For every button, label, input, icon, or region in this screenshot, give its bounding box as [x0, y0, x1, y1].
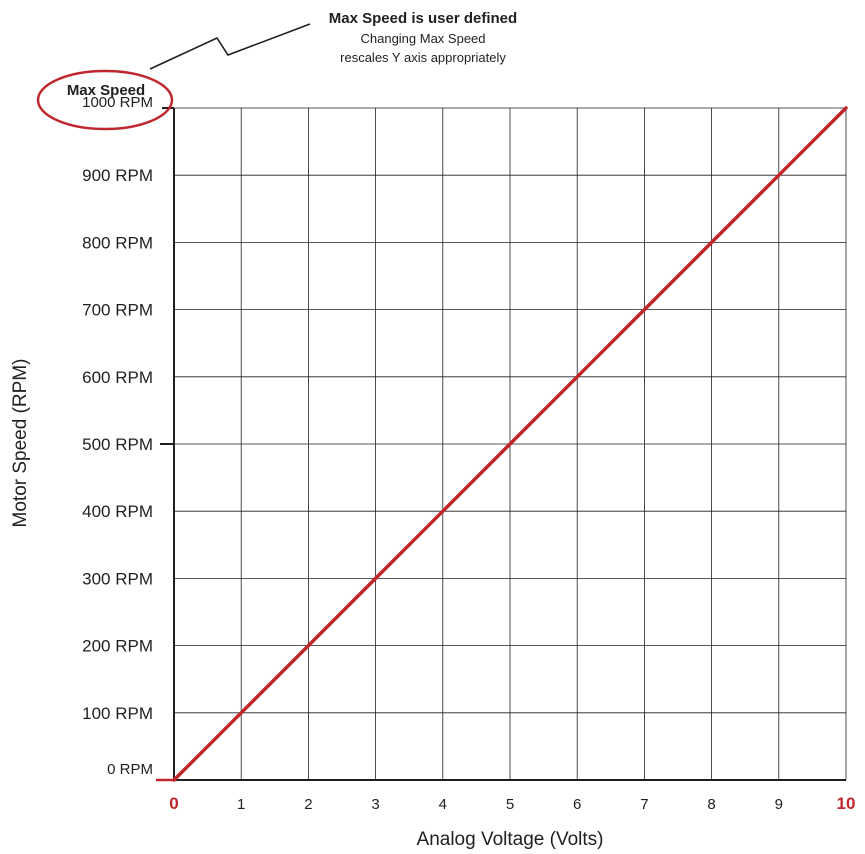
data-point [642, 308, 646, 312]
data-point [844, 106, 848, 110]
x-tick-label: 7 [640, 796, 648, 813]
x-tick-label: 10 [837, 794, 856, 813]
y-tick-label: 800 RPM [82, 233, 153, 252]
callout: Max Speed is user defined Changing Max S… [36, 10, 517, 131]
max-speed-highlight-ellipse [36, 69, 174, 131]
x-tick-label: 4 [439, 796, 447, 813]
y-tick-label: 500 RPM [82, 435, 153, 454]
data-point [575, 375, 579, 379]
series [172, 106, 848, 782]
data-point [777, 173, 781, 177]
y-tick-label: 200 RPM [82, 637, 153, 656]
data-point [172, 778, 176, 782]
x-tick-label: 0 [169, 794, 178, 813]
y-tick-label: 400 RPM [82, 502, 153, 521]
y-tick-label: 1000 RPM [82, 94, 153, 111]
data-point [441, 509, 445, 513]
x-tick-label: 1 [237, 796, 245, 813]
data-point [508, 442, 512, 446]
x-tick-label: 8 [707, 796, 715, 813]
y-tick-label: 300 RPM [82, 569, 153, 588]
callout-line-2: rescales Y axis appropriately [340, 50, 506, 65]
data-point [374, 576, 378, 580]
callout-line-1: Changing Max Speed [360, 31, 485, 46]
y-tick-label: 900 RPM [82, 166, 153, 185]
y-axis-label: Motor Speed (RPM) [10, 359, 31, 528]
max-speed-label: Max Speed [67, 82, 145, 99]
grid [174, 107, 847, 780]
x-tick-label: 9 [775, 796, 783, 813]
x-axis-label: Analog Voltage (Volts) [417, 829, 604, 850]
y-tick-labels: 0 RPM 100 RPM 200 RPM 300 RPM 400 RPM 500 RPM… [82, 94, 153, 778]
y-tick-label: 0 RPM [107, 761, 153, 778]
x-tick-label: 3 [371, 796, 379, 813]
data-point [239, 711, 243, 715]
callout-title: Max Speed is user defined [329, 10, 517, 27]
y-tick-label: 600 RPM [82, 368, 153, 387]
data-point [306, 644, 310, 648]
x-tick-label: 6 [573, 796, 581, 813]
data-point [710, 240, 714, 244]
x-tick-label: 2 [304, 796, 312, 813]
axes [156, 107, 846, 782]
y-tick-label: 700 RPM [82, 301, 153, 320]
y-tick-label: 100 RPM [82, 704, 153, 723]
x-tick-labels: 0 1 2 3 4 5 6 7 8 9 10 [169, 794, 855, 813]
x-tick-label: 5 [506, 796, 514, 813]
callout-leader-line [149, 23, 311, 70]
